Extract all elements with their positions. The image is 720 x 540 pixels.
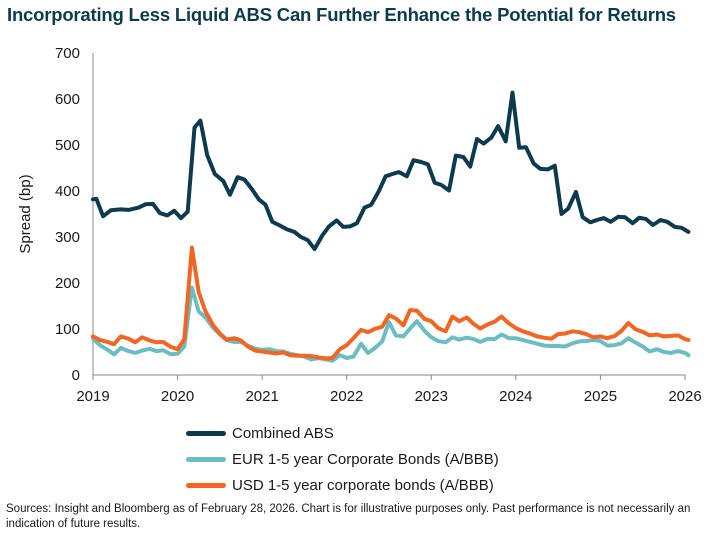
chart-title: Incorporating Less Liquid ABS Can Furthe…: [7, 4, 676, 25]
y-tick-label-200: 200: [55, 275, 80, 292]
y-tick-label-300: 300: [55, 229, 80, 246]
x-tick-label-2024: 2024: [499, 388, 532, 405]
y-tick-label-600: 600: [55, 91, 80, 108]
series-line-combined-abs: [91, 90, 691, 251]
series-line-usd-1-5-year-corporate-bonds-a-bbb: [91, 245, 691, 361]
y-tick-label-500: 500: [55, 137, 80, 154]
x-tick-label-2020: 2020: [161, 388, 194, 405]
x-tick-label-2026: 2026: [668, 388, 701, 405]
legend-label-usd-corporate-bonds: USD 1-5 year corporate bonds (A/BBB): [232, 476, 494, 494]
legend-swatch-eur-corporate-bonds: [186, 456, 226, 462]
x-tick-label-2022: 2022: [330, 388, 363, 405]
legend-label-combined-abs: Combined ABS: [232, 424, 334, 442]
y-axis: 0 100 200 300 400 500 600 700 Spread (bp): [17, 45, 94, 384]
y-tick-label-0: 0: [72, 367, 80, 384]
legend-swatch-combined-abs: [186, 430, 226, 436]
series-line-eur-1-5-year-corporate-bonds-a-bbb: [91, 285, 691, 363]
y-tick-label-700: 700: [55, 45, 80, 62]
y-tick-label-100: 100: [55, 321, 80, 338]
source-note: Sources: Insight and Bloomberg as of Feb…: [6, 503, 691, 530]
legend: Combined ABS EUR 1-5 year Corporate Bond…: [186, 420, 499, 498]
x-axis: 2019 2020 2021 2022 2023 2024 2025 2026: [76, 374, 702, 405]
legend-swatch-usd-corporate-bonds: [186, 482, 226, 488]
x-tick-label-2019: 2019: [76, 388, 109, 405]
y-axis-title: Spread (bp): [17, 174, 34, 253]
legend-item-usd-corporate-bonds: USD 1-5 year corporate bonds (A/BBB): [186, 472, 499, 498]
y-tick-label-400: 400: [55, 183, 80, 200]
x-tick-label-2021: 2021: [245, 388, 278, 405]
legend-label-eur-corporate-bonds: EUR 1-5 year Corporate Bonds (A/BBB): [232, 450, 499, 468]
series-lines: [91, 90, 691, 363]
legend-item-eur-corporate-bonds: EUR 1-5 year Corporate Bonds (A/BBB): [186, 446, 499, 472]
x-tick-label-2023: 2023: [415, 388, 448, 405]
x-tick-label-2025: 2025: [584, 388, 617, 405]
legend-item-combined-abs: Combined ABS: [186, 420, 499, 446]
